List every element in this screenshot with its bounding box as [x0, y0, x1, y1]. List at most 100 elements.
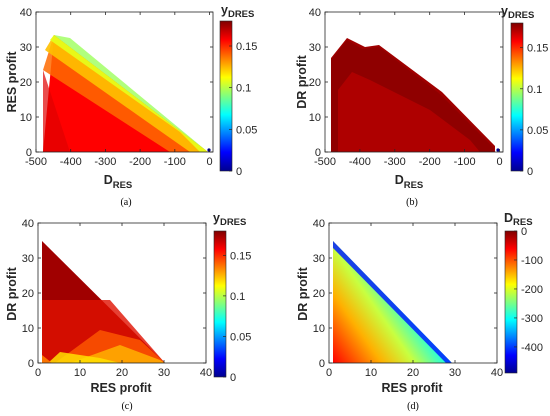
- panel-c-colorbar-ticks: 0 0.05 0.1 0.15: [223, 250, 251, 384]
- panel-b-ytick-label: 0: [315, 147, 321, 159]
- panel-d-colorbar-tick-label: 0: [521, 226, 527, 238]
- panel-d-xtick-label: 40: [491, 367, 503, 379]
- panel-b: -500 -400 -300 -200 -100 0 0 10 20 30 40 DR profit…: [295, 4, 548, 208]
- panel-b-ytick-label: 40: [309, 7, 321, 19]
- panel-b-xtick-label: -100: [454, 156, 476, 168]
- panel-a-colorbar-title: yDRES: [221, 3, 254, 20]
- panel-b-xtick-label: -500: [314, 156, 336, 168]
- panel-c-ytick-label: 10: [22, 323, 34, 335]
- panel-d-ylabel: DR profit: [296, 266, 310, 320]
- panel-a-xtick-label: -300: [94, 156, 116, 168]
- panel-a-colorbar: [219, 20, 233, 172]
- panel-c-xtick-label: 20: [116, 367, 128, 379]
- panel-a-xtick-label: 0: [206, 156, 212, 168]
- panel-c-ytick-label: 40: [22, 218, 34, 230]
- panel-a-colorbar-tick-label: 0.05: [236, 124, 257, 136]
- panel-d-plot-area: [328, 222, 498, 364]
- panel-a-ticks: -500 -400 -300 -200 -100 0 0 10 20 30 40: [20, 7, 213, 168]
- panel-b-colorbar-title: yDRES: [501, 4, 534, 21]
- panel-b-xtick-label: -200: [419, 156, 441, 168]
- panel-b-colorbar: [510, 22, 524, 172]
- panel-a-xtick-label: -100: [164, 156, 186, 168]
- panel-d-colorbar-title: DRES: [504, 211, 533, 228]
- panel-a-xtick-label: -500: [25, 156, 47, 168]
- panel-c-ytick-label: 30: [22, 253, 34, 265]
- panel-d-xtick-label: 0: [326, 367, 332, 379]
- panel-b-colorbar-tick-label: 0: [527, 166, 533, 178]
- panel-c-colorbar-tick-label: 0.1: [230, 291, 245, 303]
- panel-b-colorbar-tick-label: 0.1: [527, 84, 542, 96]
- panel-a-ytick-label: 40: [20, 7, 32, 19]
- panel-d-ticks: 0 10 20 30 40 0 10 20 30 40: [313, 218, 503, 379]
- panel-a-scatter-point: [207, 148, 211, 152]
- panel-c-xtick-label: 30: [158, 367, 170, 379]
- panel-b-xtick-label: -300: [384, 156, 406, 168]
- panel-d-xlabel: RES profit: [381, 381, 443, 395]
- panel-a-caption: (a): [120, 197, 131, 208]
- panel-c-ylabel: DR profit: [5, 266, 19, 320]
- panel-a-ytick-label: 30: [20, 42, 32, 54]
- panel-c-caption: (c): [121, 401, 132, 412]
- panel-c-xtick-label: 10: [74, 367, 86, 379]
- panel-d-colorbar-ticks: 0 -100 -200 -300 -400: [514, 226, 543, 354]
- panel-d-scatter-edge: [333, 241, 452, 363]
- panel-a-ytick-label: 10: [20, 112, 32, 124]
- panel-a-scatter-band-4: [50, 35, 208, 152]
- panel-a-scatter-band-6: [43, 70, 70, 152]
- panel-a-xtick-label: -200: [129, 156, 151, 168]
- panel-b-caption: (b): [406, 197, 418, 208]
- panel-c-colorbar-tick-label: 0.15: [230, 250, 251, 262]
- panel-b-colorbar-ticks: 0 0.05 0.1 0.15: [520, 43, 548, 178]
- panel-c-ytick-label: 0: [28, 358, 34, 370]
- panel-d-colorbar: [504, 230, 518, 374]
- panel-b-ticks: -500 -400 -300 -200 -100 0 0 10 20 30 40: [309, 7, 503, 168]
- panel-c-xtick-label: 0: [35, 367, 41, 379]
- panel-d-caption: (d): [407, 401, 419, 412]
- panel-d-xtick-label: 20: [407, 367, 419, 379]
- panel-c-ticks: 0 10 20 30 40 0 10 20 30 40: [22, 218, 212, 379]
- panel-d-xtick-label: 30: [449, 367, 461, 379]
- panel-b-ytick-label: 30: [309, 42, 321, 54]
- panel-c-ytick-label: 20: [22, 288, 34, 300]
- panel-c-xlabel: RES profit: [90, 381, 152, 395]
- panel-d-ytick-label: 10: [313, 323, 325, 335]
- panel-a-colorbar-tick-label: 0.1: [236, 83, 251, 95]
- panel-d-ytick-label: 20: [313, 288, 325, 300]
- panel-c-colorbar-tick-label: 0: [230, 372, 236, 384]
- panel-d-ytick-label: 40: [313, 218, 325, 230]
- panel-c-xtick-label: 40: [200, 367, 212, 379]
- panel-c-colorbar-tick-label: 0.05: [230, 331, 251, 343]
- panel-d-colorbar-tick-label: -400: [521, 342, 543, 354]
- panel-a-colorbar-tick-label: 0: [236, 166, 242, 178]
- panel-d-ytick-label: 30: [313, 253, 325, 265]
- panel-a-scatter-band-5: [54, 35, 208, 152]
- panel-a-ylabel: RES profit: [5, 51, 19, 113]
- panel-a-ytick-label: 20: [20, 77, 32, 89]
- panel-d-colorbar-tick-label: -300: [521, 313, 543, 325]
- panel-a-colorbar-ticks: 0 0.05 0.1 0.15: [229, 41, 257, 178]
- panel-b-colorbar-tick-label: 0.05: [527, 125, 548, 137]
- panel-c-plot-area: [37, 222, 207, 364]
- panel-b-scatter-band-3: [338, 72, 480, 152]
- panel-b-xtick-label: -400: [349, 156, 371, 168]
- panel-b-ylabel: DR profit: [295, 54, 309, 108]
- panel-a-xlabel: DRES: [104, 173, 133, 191]
- panel-a-colorbar-tick-label: 0.15: [236, 41, 257, 53]
- panel-b-xlabel: DRES: [395, 173, 424, 191]
- panel-a-ytick-label: 0: [26, 147, 32, 159]
- panel-d-ytick-label: 0: [319, 358, 325, 370]
- panel-b-xtick-label: 0: [496, 156, 502, 168]
- panel-d-colorbar-tick-label: -100: [521, 255, 543, 267]
- panel-a: -500 -400 -300 -200 -100 0 0 10 20 30 40 RES profi…: [5, 3, 257, 208]
- panel-b-ytick-label: 10: [309, 112, 321, 124]
- panel-c-scatter-band-6: [42, 355, 52, 363]
- panel-d-colorbar-tick-label: -200: [521, 284, 543, 296]
- panel-a-plot-area: [35, 11, 214, 153]
- panel-b-colorbar-tick-label: 0.15: [527, 43, 548, 55]
- panel-b-scatter-point: [496, 148, 500, 152]
- panel-b-plot-area: [324, 11, 504, 153]
- panel-c-scatter-band-5: [48, 352, 120, 363]
- panel-b-ytick-label: 20: [309, 77, 321, 89]
